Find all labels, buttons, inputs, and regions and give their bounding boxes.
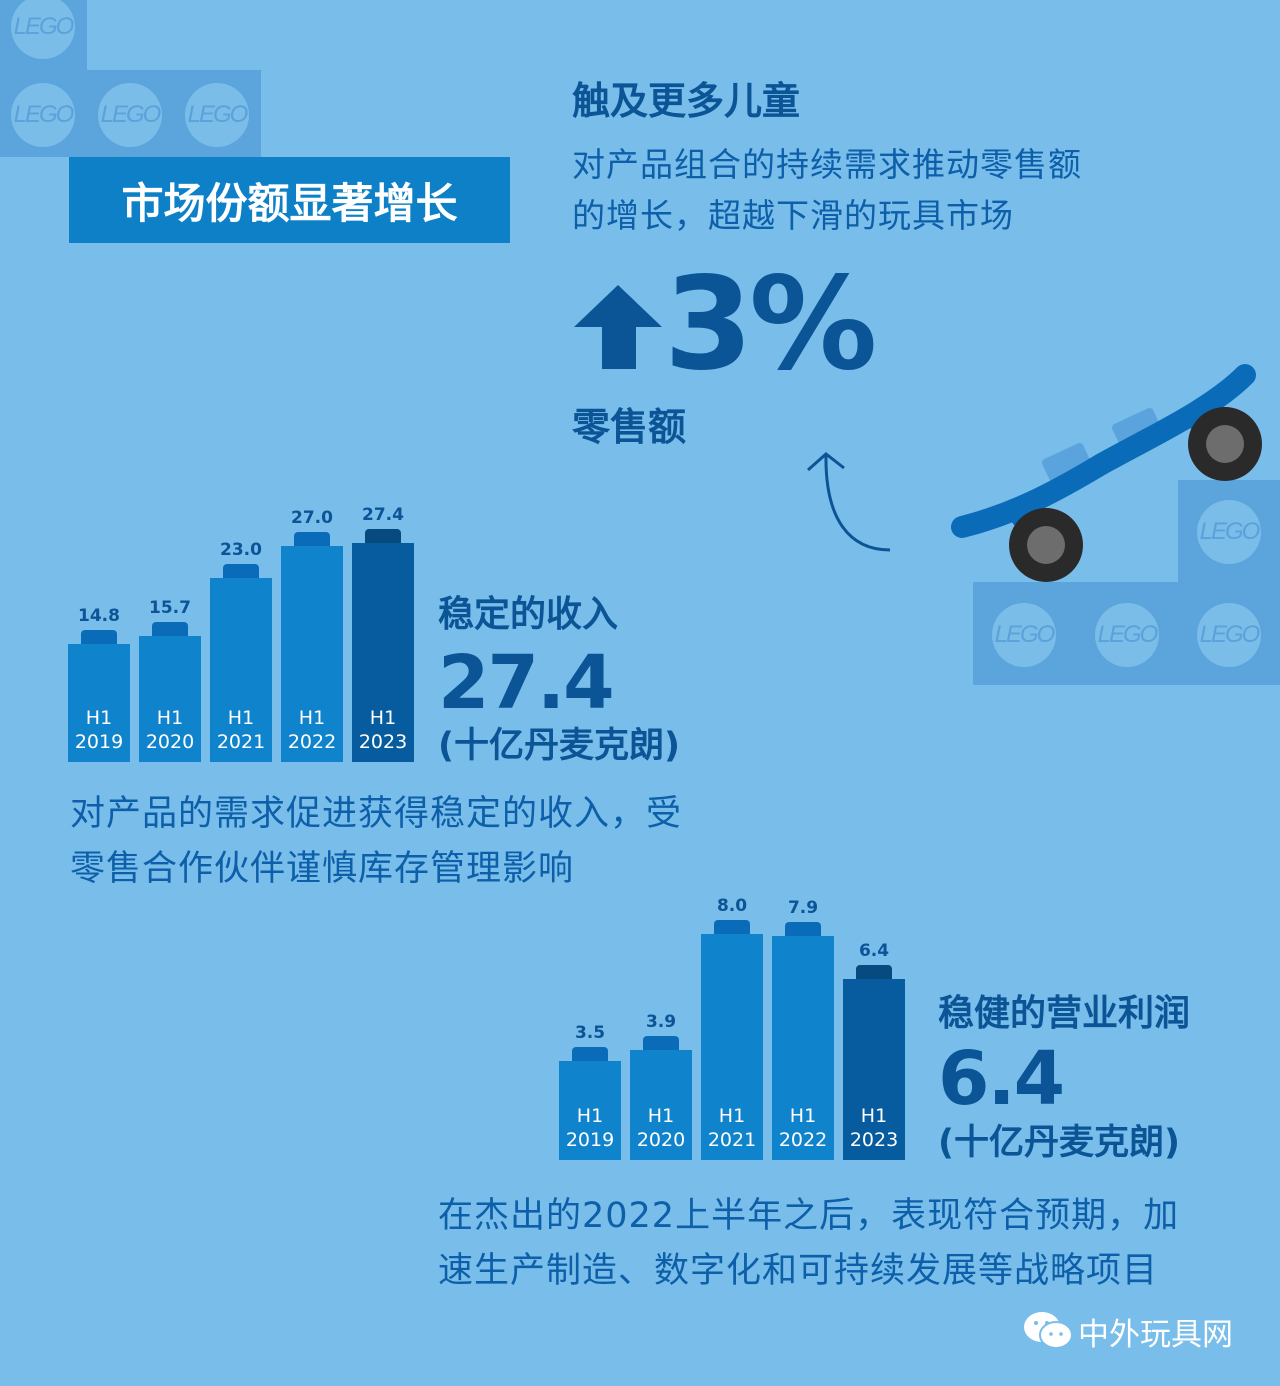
data-label: 27.4 — [362, 504, 404, 525]
category-label: H1 2023 — [843, 1104, 905, 1152]
category-label: H1 2022 — [281, 706, 343, 754]
data-label: 6.4 — [858, 940, 890, 961]
lego-stud: LEGO — [185, 83, 249, 147]
revenue-line-2: 零售合作伙伴谨慎库存管理影响 — [70, 849, 575, 889]
bar-stud — [785, 922, 821, 937]
bar — [630, 1049, 692, 1160]
arrow-up-icon — [574, 285, 662, 369]
data-label: 14.8 — [78, 605, 120, 626]
retail-heading: 触及更多儿童 — [572, 79, 801, 123]
data-label: 23.0 — [220, 540, 262, 560]
category-label: H1 2023 — [352, 706, 414, 754]
category-label-line: 2021 — [707, 1129, 757, 1151]
category-label-line: H1 — [227, 707, 255, 729]
bar — [843, 978, 905, 1160]
revenue-line-1: 对产品的需求促进获得稳定的收入，受 — [70, 794, 683, 834]
category-label-line: H1 — [576, 1105, 604, 1127]
category-label-line: 2021 — [216, 731, 266, 753]
bar — [210, 578, 272, 762]
profit-heading: 稳健的营业利润 — [938, 993, 1191, 1034]
category-label: H1 2020 — [630, 1104, 692, 1152]
category-label-line: 2023 — [358, 731, 408, 753]
category-label-line: 2019 — [565, 1129, 615, 1151]
data-label: 8.0 — [716, 895, 748, 916]
curved-arrow-icon — [807, 452, 891, 552]
lego-stud: LEGO — [1197, 603, 1261, 667]
category-label: H1 2020 — [139, 706, 201, 754]
category-label-line: H1 — [860, 1105, 888, 1127]
lego-stud: LEGO — [11, 0, 75, 59]
section-title: 市场份额显著增长 — [69, 157, 510, 243]
category-label: H1 2019 — [68, 706, 130, 754]
skateboard-illustration — [951, 364, 1262, 582]
bar — [281, 546, 343, 762]
data-label: 3.9 — [645, 1011, 677, 1032]
lego-stud: LEGO — [1095, 603, 1159, 667]
category-label-line: 2020 — [145, 731, 195, 753]
bar-stud — [223, 564, 259, 578]
data-label: 3.5 — [574, 1022, 606, 1043]
profit-line-1: 在杰出的2022上半年之后，表现符合预期，加 — [438, 1196, 1180, 1236]
bar — [772, 936, 834, 1160]
bar-stud — [572, 1046, 608, 1061]
lego-stud: LEGO — [992, 603, 1056, 667]
bar — [559, 1060, 621, 1160]
retail-growth-value: 3% — [664, 250, 877, 399]
category-label-line: 2022 — [287, 731, 337, 753]
retail-line-1: 对产品组合的持续需求推动零售额 — [572, 145, 1082, 184]
category-label-line: H1 — [85, 707, 113, 729]
retail-line-2: 的增长，超越下滑的玩具市场 — [572, 196, 1014, 235]
category-label: H1 2021 — [210, 706, 272, 754]
profit-unit: (十亿丹麦克朗) — [938, 1123, 1180, 1163]
category-label-line: H1 — [298, 707, 326, 729]
lego-stud: LEGO — [98, 83, 162, 147]
category-label-line: 2023 — [849, 1129, 899, 1151]
bar — [139, 636, 201, 762]
data-label: 15.7 — [149, 598, 191, 619]
category-label: H1 2022 — [772, 1104, 834, 1152]
revenue-heading: 稳定的收入 — [438, 594, 619, 635]
category-label-line: H1 — [647, 1105, 675, 1127]
revenue-value: 27.4 — [438, 640, 615, 726]
bar-stud — [152, 622, 188, 637]
retail-label: 零售额 — [572, 405, 687, 449]
bar-stud — [294, 532, 330, 546]
lego-stud: LEGO — [1197, 500, 1261, 564]
wechat-icon — [1024, 1312, 1073, 1349]
category-label-line: 2019 — [74, 731, 124, 753]
category-label-line: 2022 — [778, 1129, 828, 1151]
data-label: 27.0 — [291, 508, 333, 528]
lego-stud: LEGO — [11, 83, 75, 147]
watermark-text: 中外玩具网 — [1078, 1317, 1233, 1353]
category-label-line: H1 — [789, 1105, 817, 1127]
bar — [352, 542, 414, 762]
bar-stud — [365, 528, 401, 543]
revenue-unit: (十亿丹麦克朗) — [438, 726, 680, 766]
category-label: H1 2021 — [701, 1104, 763, 1152]
category-label-line: H1 — [156, 707, 184, 729]
bar — [701, 933, 763, 1160]
profit-value: 6.4 — [938, 1036, 1065, 1122]
bar-stud — [714, 919, 750, 934]
category-label-line: H1 — [369, 707, 397, 729]
bar-stud — [856, 964, 892, 979]
bar-stud — [643, 1035, 679, 1050]
category-label-line: 2020 — [636, 1129, 686, 1151]
category-label-line: H1 — [718, 1105, 746, 1127]
data-label: 7.9 — [787, 898, 819, 919]
bar — [68, 643, 130, 762]
bar-stud — [81, 629, 117, 644]
profit-line-2: 速生产制造、数字化和可持续发展等战略项目 — [438, 1251, 1159, 1291]
category-label: H1 2019 — [559, 1104, 621, 1152]
